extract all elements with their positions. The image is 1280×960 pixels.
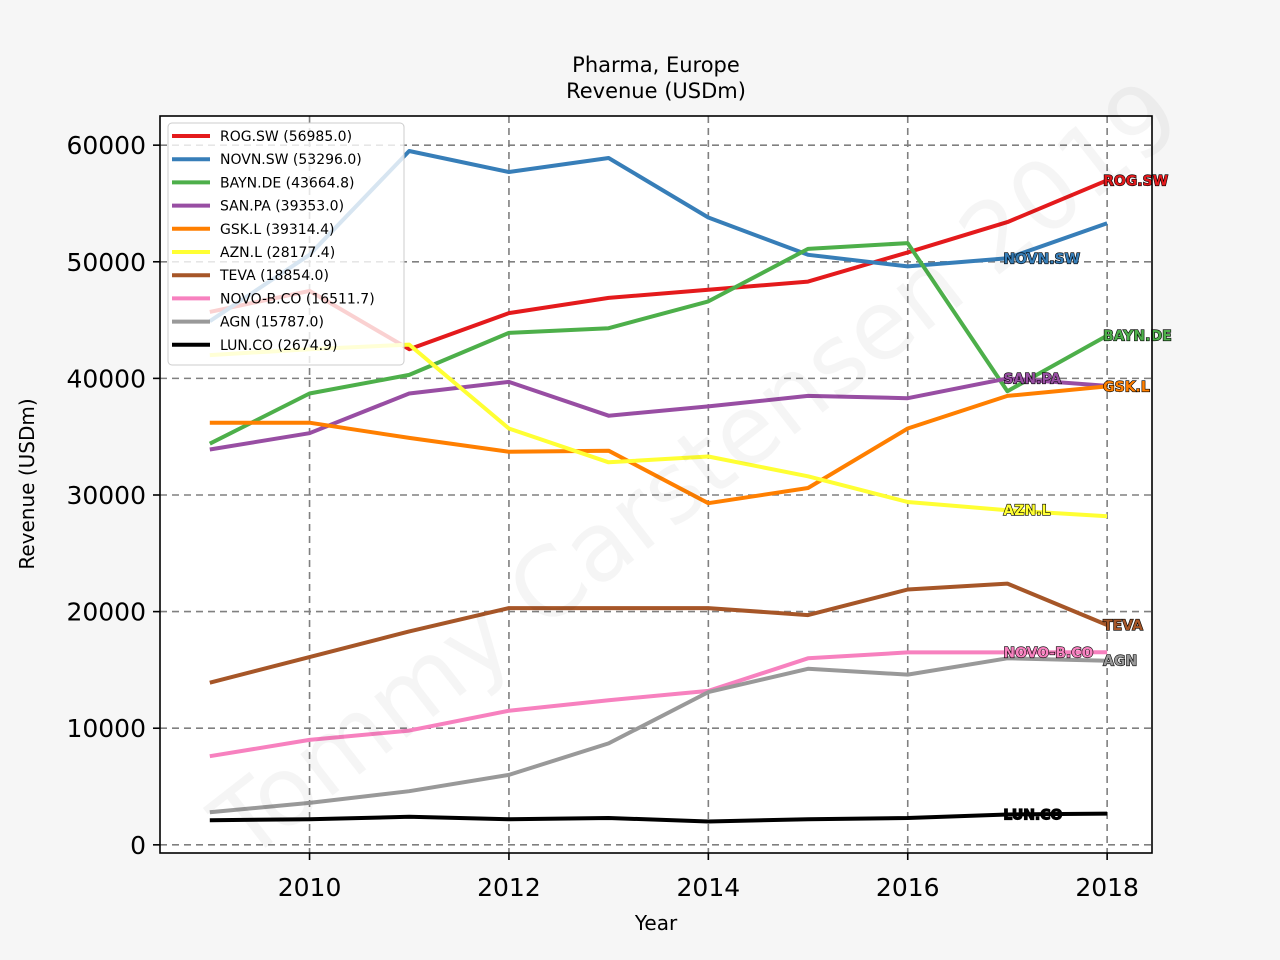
series-line-bayn.de (208, 241, 1109, 446)
y-tick-label: 20000 (66, 598, 146, 627)
series-line-novo-b.co (209, 650, 1108, 759)
y-tick-label: 30000 (66, 481, 146, 510)
x-axis-ticks: 2010 2012 2014 2016 2018 (278, 853, 1139, 902)
x-tick-label: 2012 (477, 873, 541, 902)
y-axis-ticks: 0 10000 20000 30000 40000 50000 60000 (66, 131, 160, 860)
legend-entry: GSK.L (39314.4) (220, 222, 334, 238)
series-line-lun.co (209, 811, 1108, 824)
y-tick-label: 40000 (66, 364, 146, 393)
x-tick-label: 2018 (1075, 873, 1139, 902)
legend-box (167, 122, 405, 366)
legend-entry: LUN.CO (2674.9) (220, 338, 337, 354)
legend: ROG.SW (56985.0) NOVN.SW (53296.0) BAYN.DE… (167, 122, 405, 366)
series-end-label: AZN.L (1003, 503, 1050, 519)
legend-entry: NOVO-B.CO (16511.7) (220, 291, 375, 307)
chart-subtitle: Revenue (USDm) (566, 79, 746, 103)
plot-frame (159, 115, 1153, 854)
series-line-gsk.l (209, 384, 1108, 506)
y-tick-label: 10000 (66, 714, 146, 743)
series-end-label: SAN.PA (1003, 371, 1061, 387)
x-tick-label: 2016 (876, 873, 940, 902)
legend-entry: AGN (15787.0) (220, 315, 324, 331)
series-end-label: LUN.CO (1003, 808, 1062, 824)
series-end-label: TEVA (1103, 618, 1143, 634)
x-tick-label: 2014 (677, 873, 741, 902)
series-end-label: AGN (1103, 654, 1137, 670)
chart-title: Pharma, Europe (572, 53, 740, 77)
series-end-label: NOVO-B.CO (1003, 645, 1093, 661)
x-tick-label: 2010 (278, 873, 342, 902)
legend-entry: BAYN.DE (43664.8) (220, 175, 354, 191)
series-end-label: BAYN.DE (1103, 329, 1172, 345)
y-tick-label: 0 (130, 831, 146, 860)
legend-entry: NOVN.SW (53296.0) (220, 152, 362, 168)
x-axis-label: Year (634, 911, 678, 935)
y-tick-label: 50000 (66, 248, 146, 277)
legend-entry: TEVA (18854.0) (219, 268, 329, 284)
y-axis-label: Revenue (USDm) (15, 398, 39, 569)
series-end-label: NOVN.SW (1003, 251, 1080, 267)
series-end-label: GSK.L (1103, 379, 1150, 395)
legend-entry: ROG.SW (56985.0) (220, 129, 352, 145)
y-tick-label: 60000 (66, 131, 146, 160)
series-line-san.pa (209, 376, 1108, 452)
legend-entry: AZN.L (28177.4) (220, 245, 335, 261)
series-line-teva (209, 581, 1108, 685)
legend-entry: SAN.PA (39353.0) (220, 199, 344, 215)
series-line-agn (209, 656, 1108, 815)
